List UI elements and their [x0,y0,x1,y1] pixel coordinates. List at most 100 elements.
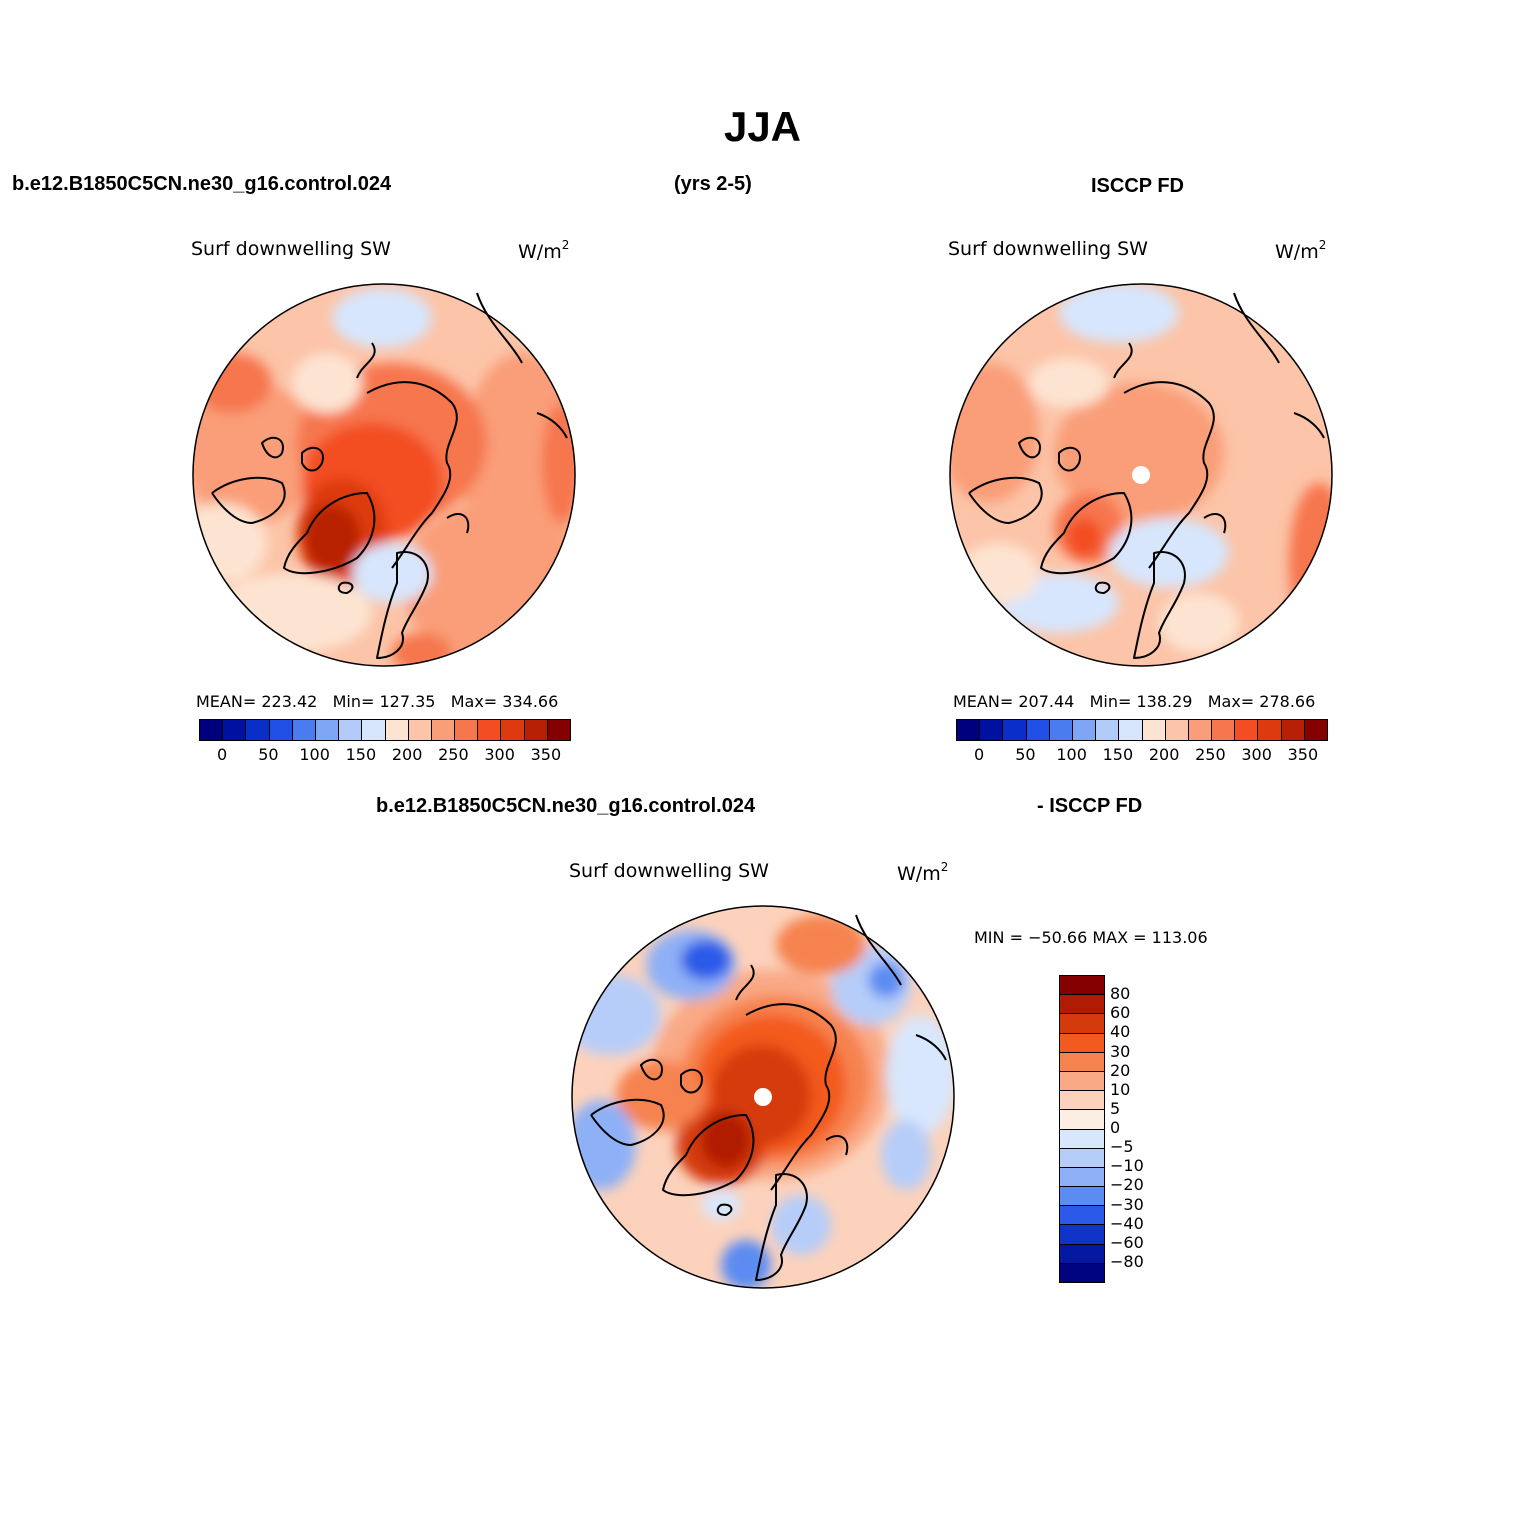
colorbar-swatch [246,720,270,740]
colorbar-swatch [269,720,293,740]
colorbar-swatch [315,720,340,740]
colorbar-tick-label: 300 [484,745,515,764]
colorbar-swatch [1060,1244,1104,1264]
colorbar-swatch [1212,720,1236,740]
colorbar-swatch [1003,720,1027,740]
colorbar-swatch [1119,720,1143,740]
colorbar-tick-label: 200 [391,745,423,764]
colorbar-swatch [957,720,981,740]
model-colorbar [199,719,571,741]
diff-colorbar [1059,975,1105,1283]
colorbar-tick-label: 100 [1056,745,1087,764]
colorbar-swatch [1060,1052,1104,1072]
colorbar-swatch [1258,720,1282,740]
colorbar-swatch [292,720,316,740]
colorbar-tick-label: 100 [299,745,330,764]
colorbar-tick-label: −60 [1110,1232,1144,1252]
colorbar-tick-label: −10 [1110,1156,1144,1176]
colorbar-swatch [1060,1206,1104,1226]
colorbar-swatch [1304,720,1327,740]
colorbar-tick-label: −5 [1110,1137,1134,1157]
colorbar-swatch [1060,1148,1104,1168]
colorbar-swatch [1060,1091,1104,1111]
colorbar-tick-label: 50 [1015,745,1036,764]
colorbar-swatch [223,720,247,740]
colorbar-tick-label: 0 [217,745,228,764]
model-polar-map [192,283,576,667]
diff-minmax: MIN = −50.66 MAX = 113.06 [974,928,1208,947]
colorbar-tick-label: 0 [1110,1118,1121,1137]
model-variable-label: Surf downwelling SW [191,238,391,260]
colorbar-swatch [1060,1014,1104,1034]
colorbar-swatch [431,720,456,740]
colorbar-swatch [1060,1071,1104,1092]
colorbar-tick-label: 0 [974,745,985,764]
colorbar-tick-label: −20 [1110,1175,1144,1195]
years-heading: (yrs 2-5) [674,173,752,195]
colorbar-swatch [1281,720,1305,740]
colorbar-tick-label: 150 [345,745,377,764]
colorbar-swatch [1096,720,1120,740]
colorbar-swatch [339,720,363,740]
colorbar-swatch [1060,1187,1104,1207]
model-colorbar-ticks: 0 50 100 150 200 250 300 350 [199,745,569,765]
diff-colorbar-ticks: 80 60 40 30 20 10 5 0 −5 −10 −20 −30 −40 −60 −80 [1110,975,1190,1283]
colorbar-tick-label: 200 [1148,745,1180,764]
colorbar-swatch [1235,720,1259,740]
obs-stats: MEAN= 207.44 Min= 138.29 Max= 278.66 [953,692,1316,711]
colorbar-tick-label: 20 [1110,1060,1131,1080]
diff-polar-map [571,905,955,1289]
obs-polar-map [949,283,1333,667]
colorbar-swatch [1060,1263,1104,1282]
colorbar-tick-label: 350 [530,745,562,764]
colorbar-swatch [1049,720,1073,740]
obs-colorbar [956,719,1328,741]
colorbar-swatch [408,720,432,740]
colorbar-swatch [1060,1033,1104,1053]
colorbar-swatch [1188,720,1213,740]
colorbar-tick-label: 350 [1287,745,1319,764]
obs-heading: ISCCP FD [1091,175,1184,197]
obs-variable-label: Surf downwelling SW [948,238,1148,260]
main-title: JJA [723,103,802,150]
colorbar-tick-label: 250 [438,745,469,764]
colorbar-swatch [362,720,386,740]
colorbar-swatch [1060,1129,1104,1149]
diff-obs-heading: - ISCCP FD [1037,795,1143,817]
colorbar-swatch [547,720,570,740]
colorbar-tick-label: 150 [1102,745,1134,764]
colorbar-swatch [1026,720,1050,740]
colorbar-swatch [455,720,479,740]
colorbar-tick-label: 40 [1110,1022,1131,1042]
colorbar-swatch [1060,995,1104,1015]
diff-case-heading: b.e12.B1850C5CN.ne30_g16.control.024 [376,795,756,817]
colorbar-tick-label: −40 [1110,1213,1144,1233]
colorbar-swatch [524,720,548,740]
colorbar-tick-label: 80 [1110,984,1131,1004]
colorbar-swatch [501,720,525,740]
colorbar-tick-label: 60 [1110,1003,1131,1023]
colorbar-swatch [1142,720,1166,740]
colorbar-swatch [1060,976,1104,996]
colorbar-swatch [980,720,1004,740]
colorbar-tick-label: 300 [1241,745,1272,764]
obs-units-label: W/m2 [1275,238,1327,263]
colorbar-tick-label: 50 [258,745,279,764]
colorbar-swatch [478,720,502,740]
obs-colorbar-ticks: 0 50 100 150 200 250 300 350 [956,745,1326,765]
colorbar-tick-label: 10 [1110,1079,1131,1099]
colorbar-swatch [200,720,224,740]
colorbar-swatch [1060,1225,1104,1245]
model-units-label: W/m2 [518,238,570,263]
colorbar-tick-label: 250 [1195,745,1226,764]
case-name-heading: b.e12.B1850C5CN.ne30_g16.control.024 [12,173,392,195]
colorbar-swatch [1060,1167,1104,1188]
colorbar-swatch [1060,1110,1104,1130]
colorbar-tick-label: −80 [1110,1251,1144,1271]
model-stats: MEAN= 223.42 Min= 127.35 Max= 334.66 [196,692,559,711]
colorbar-swatch [385,720,409,740]
diff-units-label: W/m2 [897,860,949,885]
colorbar-swatch [1072,720,1097,740]
diff-variable-label: Surf downwelling SW [569,860,769,882]
colorbar-tick-label: −30 [1110,1194,1144,1214]
